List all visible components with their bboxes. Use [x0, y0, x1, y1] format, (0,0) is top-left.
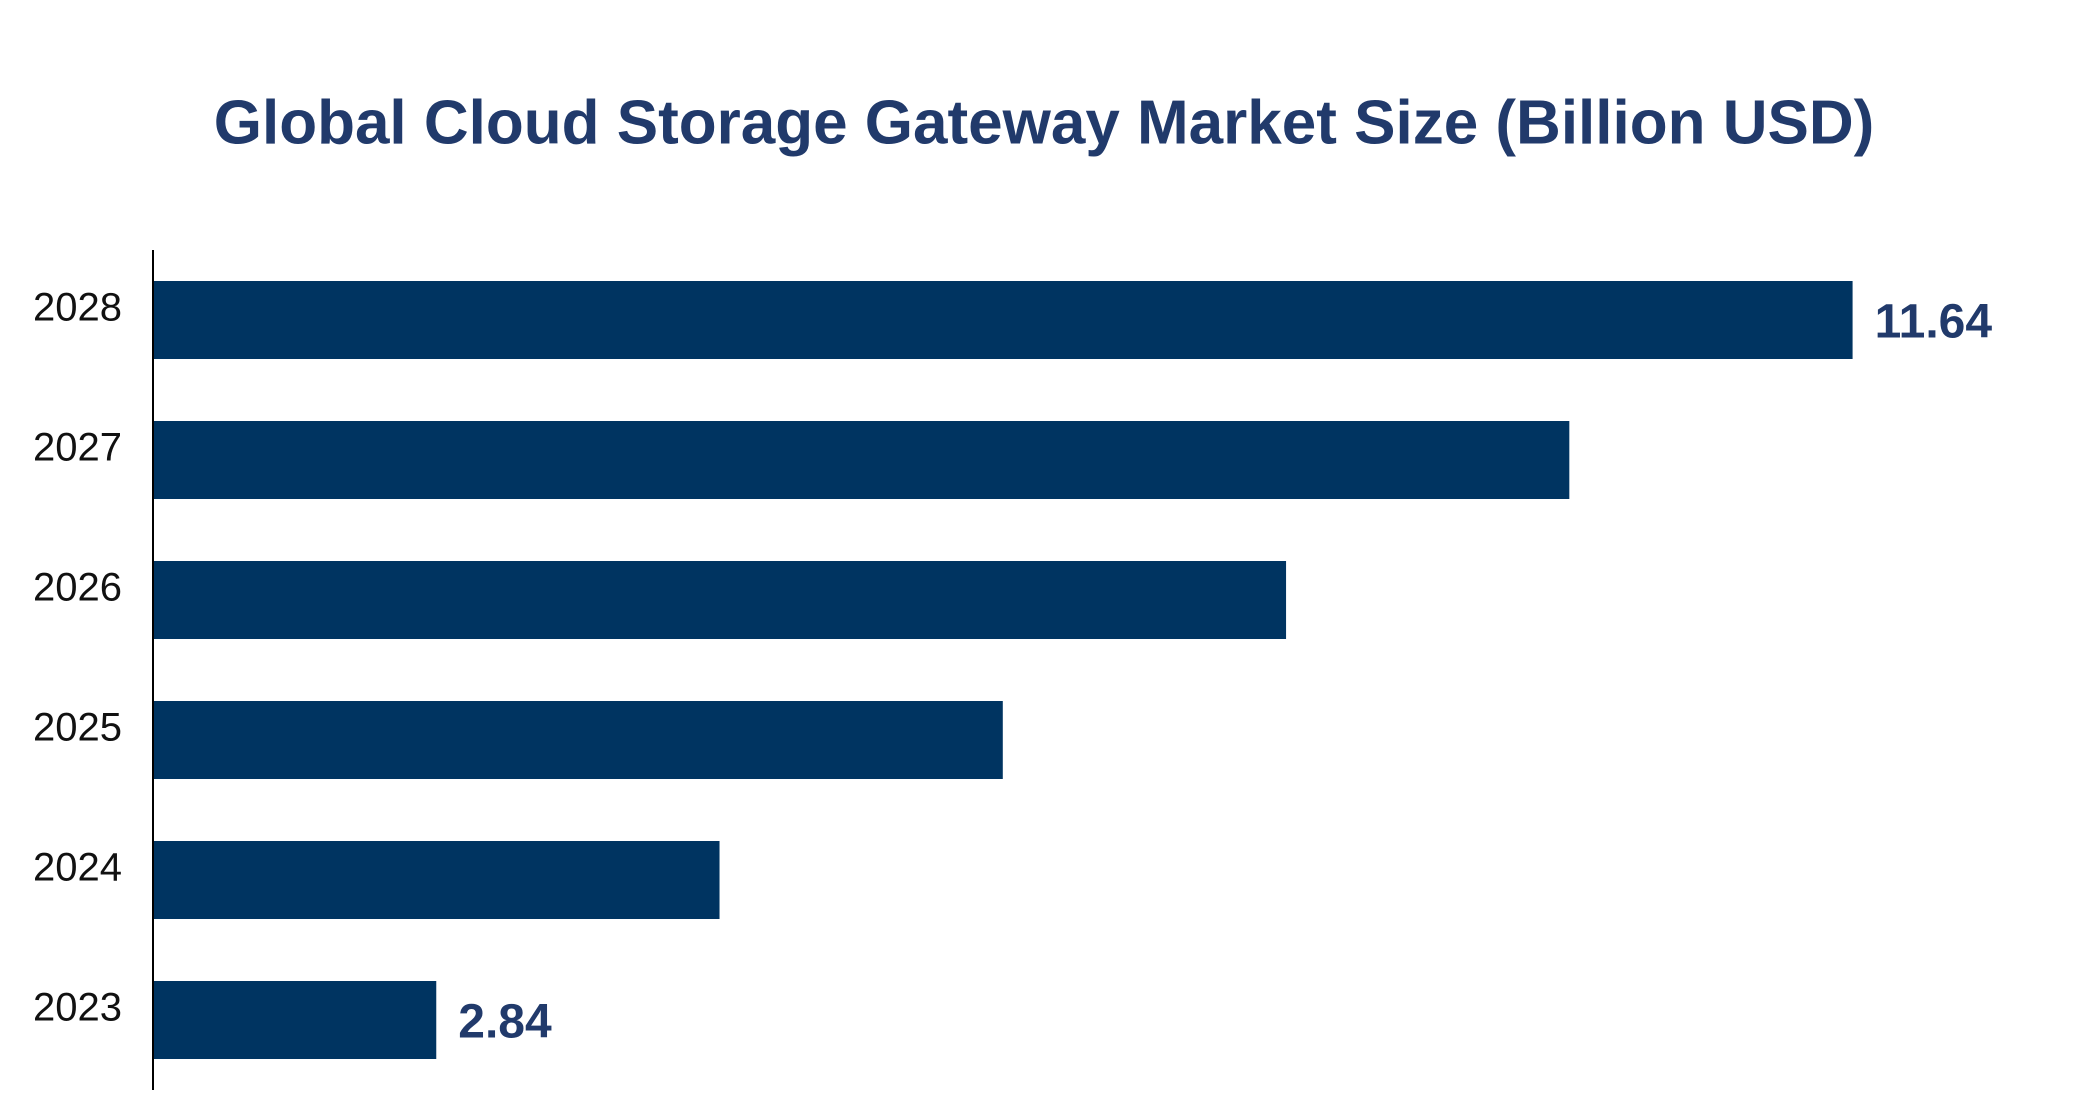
y-tick-label: 2027 [33, 426, 122, 470]
bar [153, 281, 1853, 359]
value-label: 2.84 [458, 996, 552, 1049]
chart-title: Global Cloud Storage Gateway Market Size… [214, 88, 1875, 157]
y-tick-label: 2025 [33, 706, 122, 750]
y-tick-label: 2028 [33, 286, 122, 330]
bar [153, 701, 1003, 779]
bar [153, 841, 720, 919]
bar [153, 981, 437, 1059]
y-tick-label: 2026 [33, 566, 122, 610]
bar [153, 561, 1287, 639]
y-tick-label: 2023 [33, 986, 122, 1030]
bar [153, 421, 1570, 499]
value-label: 11.64 [1875, 296, 1993, 349]
y-tick-label: 2024 [33, 846, 122, 890]
